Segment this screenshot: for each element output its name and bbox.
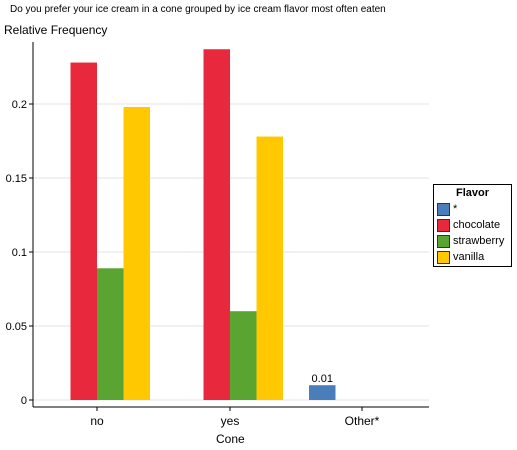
y-tick-label: 0.05 xyxy=(6,321,27,333)
legend-item-: * xyxy=(437,201,511,217)
y-tick-label: 0.1 xyxy=(12,247,27,259)
legend-item-vanilla: vanilla xyxy=(437,249,511,265)
bar-vanilla-1 xyxy=(256,136,283,400)
bar-vanilla-0 xyxy=(123,106,150,401)
legend-label: * xyxy=(453,203,458,215)
legend-item-chocolate: chocolate xyxy=(437,217,511,233)
bar-chocolate-1 xyxy=(203,49,230,401)
legend-items: * chocolate strawberry vanilla xyxy=(434,201,511,265)
legend-item-strawberry: strawberry xyxy=(437,233,511,249)
legend-swatch xyxy=(437,218,450,232)
bar-strawberry-0 xyxy=(97,268,124,400)
x-axis-label: Cone xyxy=(216,432,245,446)
legend-label: chocolate xyxy=(453,219,501,231)
x-tick-label: no xyxy=(90,414,104,428)
y-tick-label: 0.2 xyxy=(12,99,27,111)
bar-chocolate-0 xyxy=(70,62,97,401)
x-tick-label: Other* xyxy=(345,414,380,428)
legend-title: Flavor xyxy=(455,187,489,199)
legend-swatch xyxy=(437,234,450,248)
legend-swatch xyxy=(437,250,450,264)
y-tick-label: 0.15 xyxy=(6,173,27,185)
legend-label: strawberry xyxy=(453,235,505,247)
data-label: 0.01 xyxy=(312,373,333,385)
legend-swatch xyxy=(437,202,450,216)
bar-strawberry-1 xyxy=(230,311,257,400)
bar--2 xyxy=(309,385,336,400)
y-tick-label: 0 xyxy=(21,395,27,407)
x-tick-label: yes xyxy=(221,414,240,428)
chart-title: Do you prefer your ice cream in a cone g… xyxy=(10,4,386,15)
legend: Flavor * chocolate strawberry vanilla xyxy=(433,184,512,267)
y-axis-label: Relative Frequency xyxy=(4,23,108,37)
legend-label: vanilla xyxy=(453,251,485,263)
